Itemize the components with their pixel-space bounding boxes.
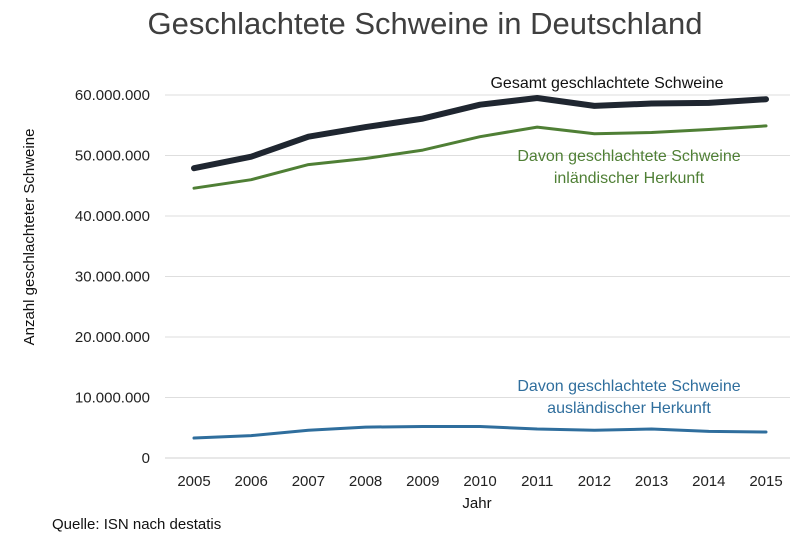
y-axis-label: Anzahl geschlachteter Schweine (21, 129, 38, 346)
y-tick-label: 10.000.000 (75, 390, 150, 407)
y-axis-ticks: 0 10.000.000 20.000.000 30.000.000 40.000.00… (75, 87, 150, 467)
x-tick-label: 2006 (235, 473, 268, 490)
series-line-0 (191, 95, 769, 172)
annotation-line: Gesamt geschlachtete Schweine (490, 75, 723, 92)
y-tick-label: 30.000.000 (75, 269, 150, 286)
y-tick-label: 20.000.000 (75, 329, 150, 346)
series-annotation-0: Gesamt geschlachtete Schweine (490, 75, 723, 92)
annotation-line: Davon geschlachtete Schweine (517, 148, 740, 165)
x-tick-label: 2014 (692, 473, 725, 490)
series-line-2 (192, 425, 768, 440)
x-tick-label: 2008 (349, 473, 382, 490)
y-tick-label: 60.000.000 (75, 87, 150, 104)
x-tick-label: 2005 (177, 473, 210, 490)
x-axis-label: Jahr (462, 495, 491, 512)
series-annotation-1: Davon geschlachtete Schweine inländischer… (517, 148, 740, 187)
x-tick-label: 2015 (749, 473, 782, 490)
source-note: Quelle: ISN nach destatis (52, 516, 221, 533)
x-axis-ticks: 2005 2006 2007 2008 2009 2010 2011 2012 2013 2014… (177, 473, 782, 490)
series-line-1 (192, 124, 768, 190)
x-tick-label: 2010 (463, 473, 496, 490)
annotation-line: inländischer Herkunft (554, 170, 705, 187)
x-tick-label: 2007 (292, 473, 325, 490)
x-tick-label: 2009 (406, 473, 439, 490)
chart-title: Geschlachtete Schweine in Deutschland (148, 6, 703, 41)
y-tick-label: 0 (142, 450, 150, 467)
annotation-line: Davon geschlachtete Schweine (517, 378, 740, 395)
x-tick-label: 2012 (578, 473, 611, 490)
x-tick-label: 2013 (635, 473, 668, 490)
x-tick-label: 2011 (521, 473, 553, 490)
gridlines (165, 94, 790, 459)
series-annotation-2: Davon geschlachtete Schweine ausländische… (517, 378, 740, 417)
y-tick-label: 50.000.000 (75, 148, 150, 165)
series-lines (191, 95, 769, 440)
annotation-line: ausländischer Herkunft (547, 400, 711, 417)
y-tick-label: 40.000.000 (75, 208, 150, 225)
series-annotations: Gesamt geschlachtete Schweine Davon gesch… (490, 75, 740, 417)
